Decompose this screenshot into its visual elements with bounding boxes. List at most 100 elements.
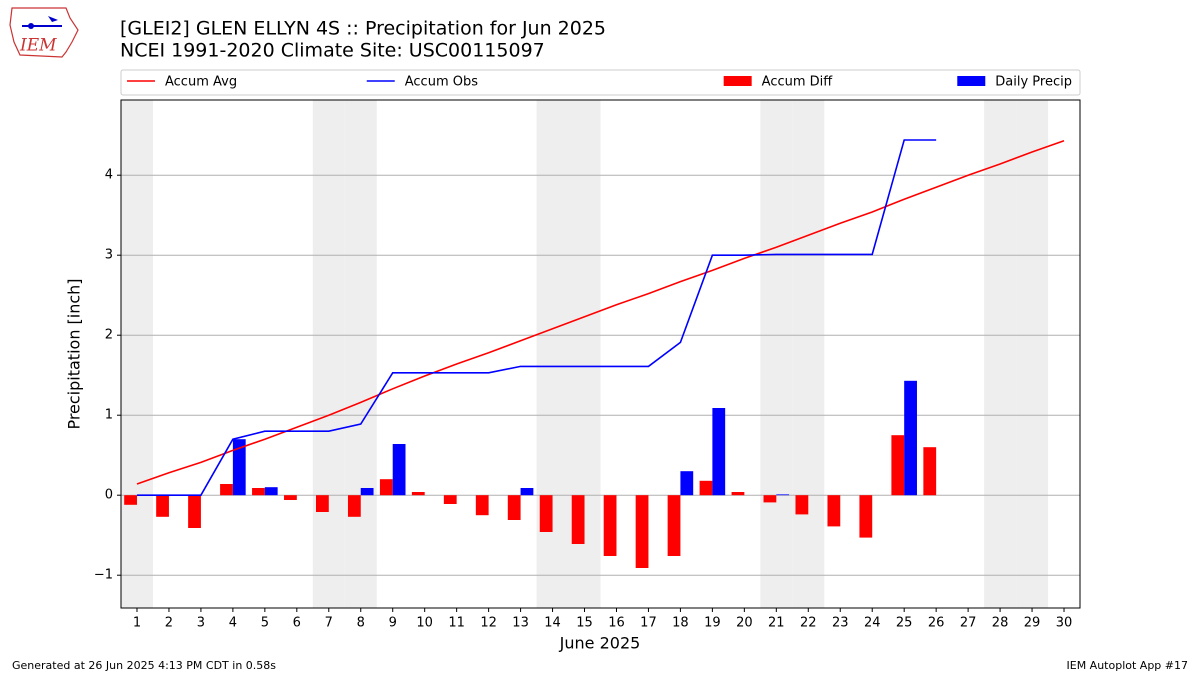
legend-label: Accum Diff (762, 75, 834, 90)
footer-left: Generated at 26 Jun 2025 4:13 PM CDT in … (12, 659, 276, 672)
x-tick-label: 30 (1056, 616, 1073, 631)
x-tick-label: 7 (325, 616, 333, 631)
bar (603, 495, 617, 556)
x-tick-label: 11 (448, 616, 465, 631)
x-tick-label: 10 (416, 616, 433, 631)
legend-label: Daily Precip (995, 75, 1072, 90)
x-axis-label: June 2025 (559, 634, 641, 653)
y-tick-label: 0 (105, 488, 113, 503)
bar (156, 495, 169, 517)
x-tick-label: 17 (640, 616, 657, 631)
y-tick-label: 4 (105, 168, 113, 183)
x-tick-label: 14 (544, 616, 561, 631)
legend-box (120, 69, 1081, 96)
legend-swatch (957, 76, 986, 86)
bar (124, 495, 137, 505)
bar (731, 492, 745, 496)
x-tick-label: 16 (608, 616, 625, 631)
y-tick-label: −1 (94, 568, 113, 583)
bar (667, 495, 681, 556)
x-tick-label: 25 (896, 616, 913, 631)
x-tick-label: 3 (197, 616, 205, 631)
bar (315, 495, 329, 512)
x-tick-label: 9 (389, 616, 397, 631)
y-axis-label: Precipitation [inch] (65, 278, 84, 429)
bar (379, 479, 393, 496)
x-tick-label: 20 (736, 616, 753, 631)
x-tick-label: 28 (992, 616, 1009, 631)
footer-right: IEM Autoplot App #17 (1067, 659, 1189, 672)
bar (232, 439, 246, 496)
bar (520, 488, 534, 496)
logo-text: IEM (19, 36, 57, 56)
line (136, 139, 937, 496)
bar (347, 495, 361, 517)
legend-swatch (723, 76, 752, 86)
chart-subtitle: NCEI 1991-2020 Climate Site: USC00115097 (120, 40, 545, 62)
bar (571, 495, 585, 544)
bar (776, 494, 790, 496)
x-tick-label: 27 (960, 616, 977, 631)
y-tick-label: 1 (105, 408, 113, 423)
plot-frame (120, 99, 1081, 609)
x-tick-label: 29 (1024, 616, 1041, 631)
shaded-day (984, 100, 1017, 608)
x-tick-label: 24 (864, 616, 881, 631)
line (136, 140, 1065, 485)
bar (859, 495, 873, 538)
bar (680, 471, 694, 496)
x-tick-label: 4 (229, 616, 237, 631)
bar (795, 495, 809, 515)
bar (392, 444, 406, 496)
legend-item: Accum Diff (723, 75, 834, 90)
bar (635, 495, 649, 568)
bar (252, 488, 265, 496)
x-tick-label: 13 (512, 616, 529, 631)
x-tick-label: 21 (768, 616, 785, 631)
x-tick-label: 18 (672, 616, 689, 631)
bar (443, 495, 457, 504)
shaded-day (344, 100, 377, 608)
x-tick-label: 22 (800, 616, 817, 631)
bar (264, 487, 278, 496)
bar (891, 435, 905, 496)
bar (188, 495, 201, 528)
legend-item: Accum Obs (366, 75, 478, 90)
x-tick-label: 12 (480, 616, 497, 631)
shaded-day (792, 100, 825, 608)
x-tick-label: 6 (293, 616, 301, 631)
x-tick-label: 8 (357, 616, 365, 631)
x-tick-label: 5 (261, 616, 269, 631)
x-tick-label: 23 (832, 616, 849, 631)
y-tick-label: 2 (105, 328, 113, 343)
y-tick-label: 3 (105, 248, 113, 263)
shaded-day (121, 100, 153, 608)
bar (904, 380, 917, 496)
bar (539, 495, 553, 532)
shaded-day (312, 100, 345, 608)
bar (475, 495, 489, 516)
logo: IEM (9, 7, 79, 58)
x-tick-label: 26 (928, 616, 945, 631)
bar (220, 484, 233, 496)
x-tick-label: 2 (165, 616, 173, 631)
shaded-day (760, 100, 793, 608)
bar (827, 495, 841, 527)
x-tick-label: 19 (704, 616, 721, 631)
legend-item: Accum Avg (127, 75, 237, 90)
legend-label: Accum Avg (165, 75, 237, 90)
x-tick-label: 15 (576, 616, 593, 631)
chart-title: [GLEI2] GLEN ELLYN 4S :: Precipitation f… (120, 18, 606, 40)
bar (284, 495, 297, 500)
bar (923, 447, 937, 496)
legend-label: Accum Obs (405, 75, 478, 90)
bar (360, 488, 374, 496)
shaded-day (1016, 100, 1049, 608)
bar (507, 495, 521, 520)
bar (712, 408, 726, 496)
legend-item: Daily Precip (957, 75, 1072, 90)
bar (763, 495, 777, 503)
bar (699, 480, 713, 496)
x-tick-label: 1 (133, 616, 141, 631)
